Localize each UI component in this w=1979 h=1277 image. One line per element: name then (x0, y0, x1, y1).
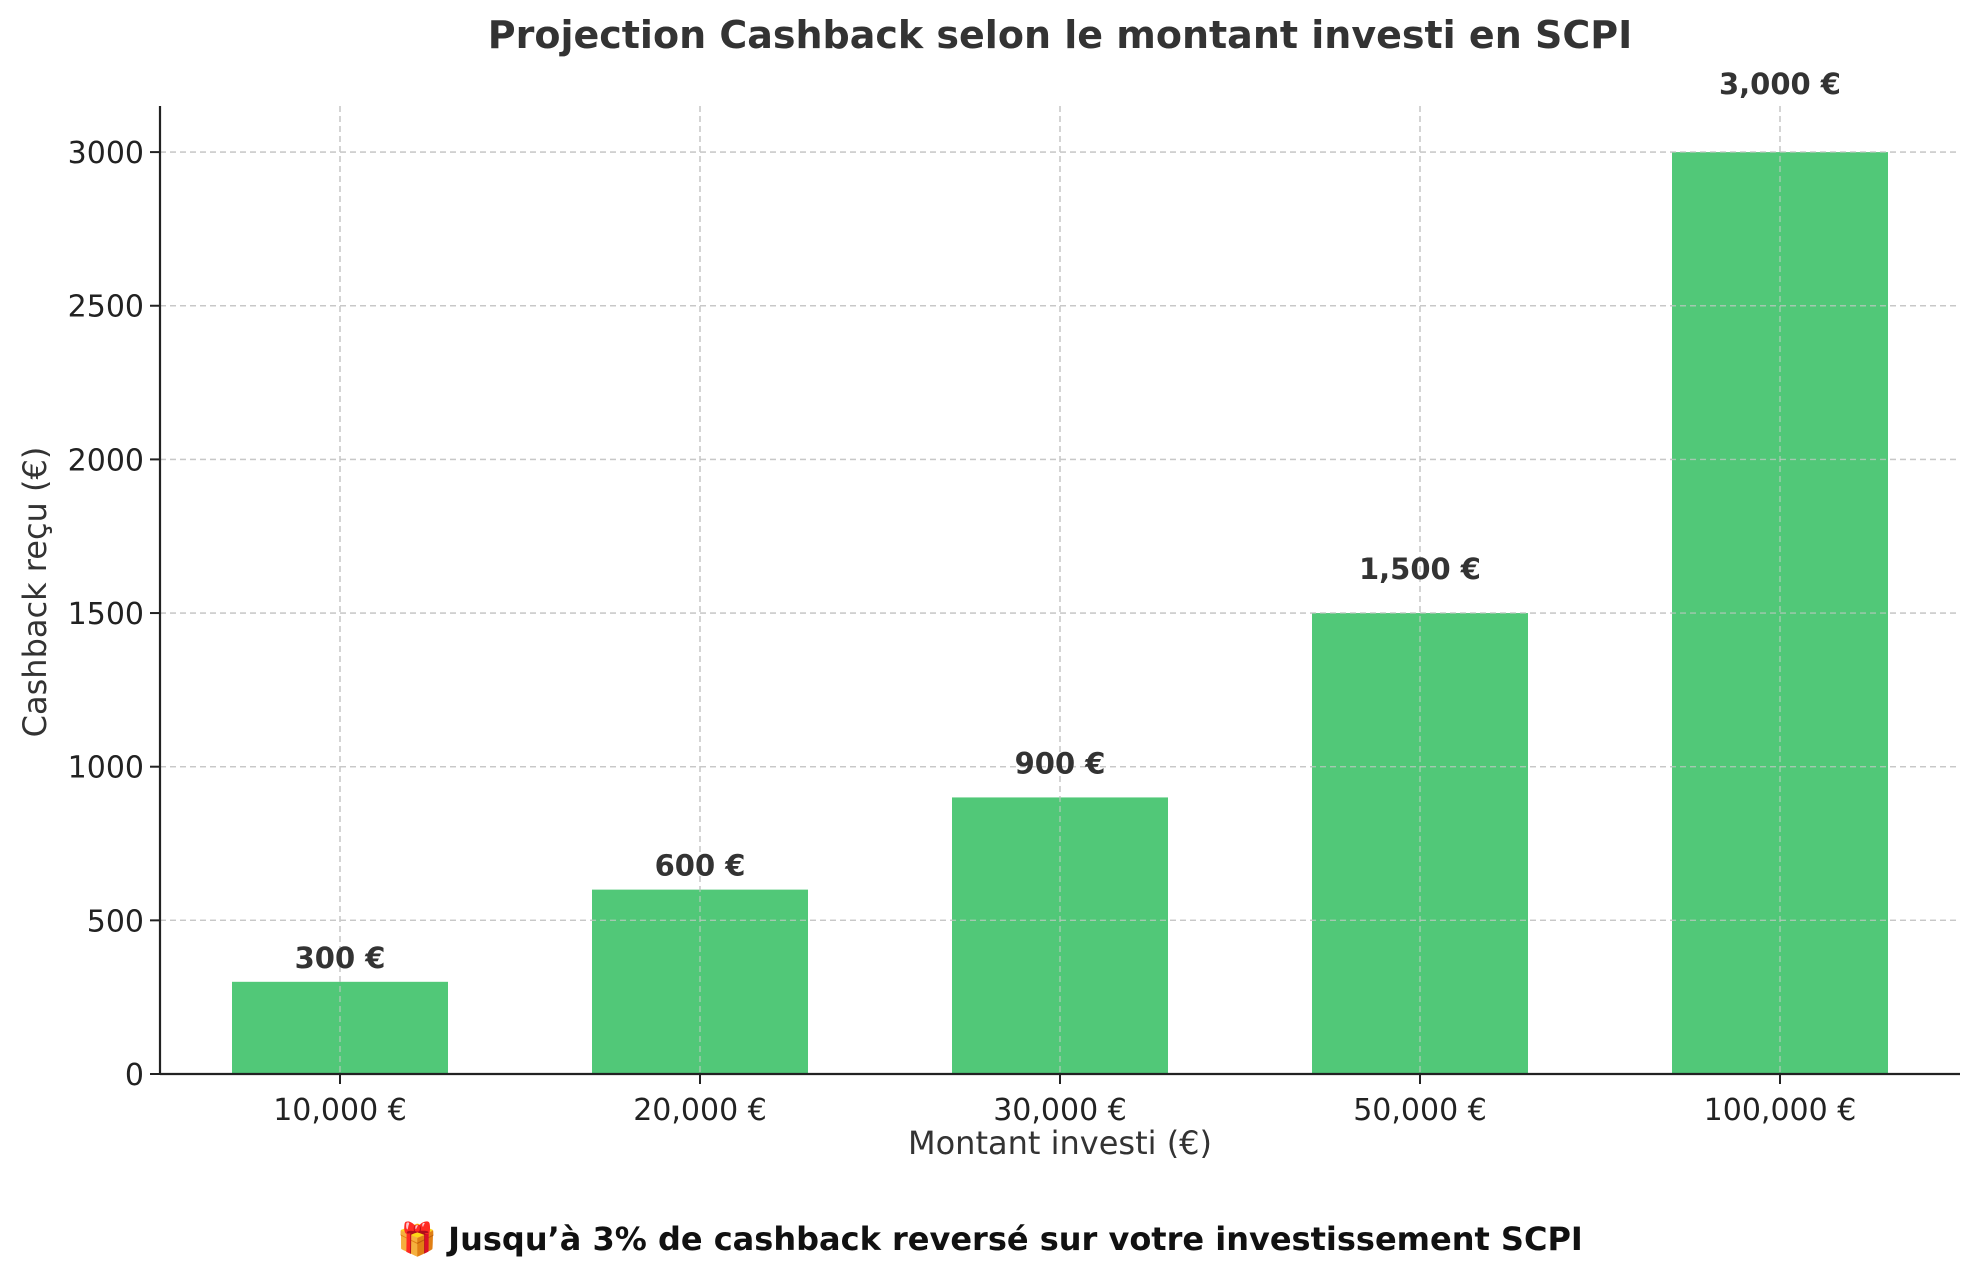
bar-data-label: 1,500 € (1359, 552, 1481, 586)
y-tick-label: 0 (125, 1058, 144, 1093)
chart-title: Projection Cashback selon le montant inv… (488, 13, 1632, 57)
bar-data-label: 900 € (1015, 746, 1106, 780)
x-tick-label: 20,000 € (633, 1093, 767, 1128)
y-tick-label: 500 (87, 904, 144, 939)
bars-layer (160, 106, 1960, 1075)
y-tick-label: 1000 (68, 751, 144, 786)
x-tick-label: 100,000 € (1704, 1093, 1857, 1128)
y-tick-label: 1500 (68, 597, 144, 632)
y-axis-label: Cashback reçu (€) (16, 447, 54, 738)
x-tick-label: 10,000 € (273, 1093, 407, 1128)
x-axis-label: Montant investi (€) (908, 1124, 1212, 1162)
axes-layer (150, 106, 1960, 1084)
bar-data-label: 3,000 € (1719, 67, 1841, 101)
x-tick-label: 30,000 € (993, 1093, 1127, 1128)
y-tick-label: 2500 (68, 290, 144, 325)
bar-data-label: 600 € (655, 849, 746, 883)
x-tick-label: 50,000 € (1353, 1093, 1487, 1128)
y-tick-label: 3000 (68, 136, 144, 171)
y-tick-label: 2000 (68, 443, 144, 478)
footnote: 🎁 Jusqu’à 3% de cashback reversé sur vot… (397, 1220, 1583, 1258)
labels-layer: 0 500 1000 1500 2000 2500 3000 300 € 600 € 900 € 1… (68, 67, 1857, 1128)
bar-data-label: 300 € (295, 941, 386, 975)
bar (1312, 613, 1528, 1074)
